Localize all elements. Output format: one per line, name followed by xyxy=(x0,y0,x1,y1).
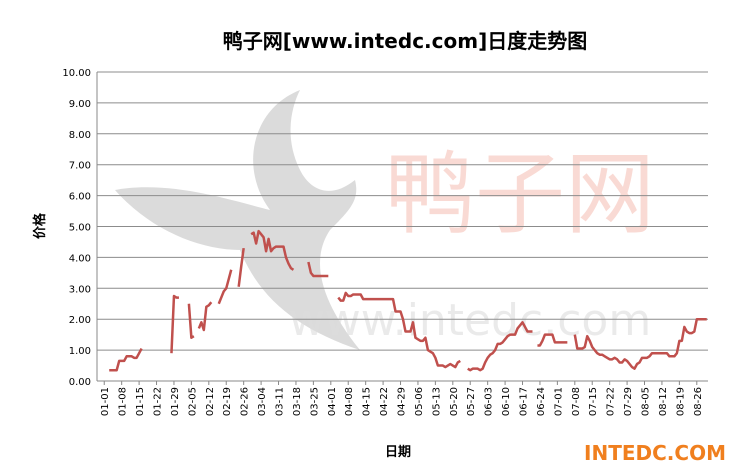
x-tick-label: 01-29 xyxy=(170,387,181,416)
watermark-url: www.intedc.com xyxy=(289,295,651,346)
y-tick-label: 5.00 xyxy=(69,223,91,234)
y-tick-label: 1.00 xyxy=(69,346,91,357)
x-tick-label: 07-01 xyxy=(553,387,564,416)
x-tick-label: 01-08 xyxy=(118,387,129,416)
x-axis-label: 日期 xyxy=(385,445,411,460)
x-tick-label: 02-26 xyxy=(240,387,251,416)
x-tick-label: 02-19 xyxy=(222,387,233,416)
x-tick-label: 08-19 xyxy=(675,387,686,416)
x-tick-label: 03-18 xyxy=(292,387,303,416)
x-tick-label: 05-06 xyxy=(414,387,425,416)
x-tick-label: 04-08 xyxy=(344,387,355,416)
x-tick-label: 07-15 xyxy=(588,387,599,416)
x-tick-label: 07-22 xyxy=(606,387,617,416)
x-tick-label: 08-26 xyxy=(693,387,704,416)
x-tick-label: 05-27 xyxy=(466,387,477,416)
x-tick-label: 03-11 xyxy=(275,387,286,416)
x-tick-label: 04-22 xyxy=(379,387,390,416)
y-tick-label: 6.00 xyxy=(69,192,91,203)
x-tick-label: 02-12 xyxy=(205,387,216,416)
x-tick-label: 05-20 xyxy=(449,387,460,416)
y-tick-label: 0.00 xyxy=(69,377,91,388)
x-tick-label: 08-12 xyxy=(658,387,669,416)
x-tick-label: 04-01 xyxy=(327,387,338,416)
x-tick-label: 06-24 xyxy=(536,387,547,416)
x-tick-label: 01-01 xyxy=(100,387,111,416)
x-tick-label: 01-15 xyxy=(135,387,146,416)
logo xyxy=(115,90,360,350)
x-tick-label: 04-29 xyxy=(397,387,408,416)
y-tick-label: 3.00 xyxy=(69,284,91,295)
x-tick-label: 05-13 xyxy=(431,387,442,416)
x-tick-label: 06-10 xyxy=(501,387,512,416)
y-tick-label: 9.00 xyxy=(69,99,91,110)
watermark: 鸭子网 xyxy=(385,142,655,247)
brand: INTEDC.COM xyxy=(584,441,726,465)
x-tick-label: 02-05 xyxy=(187,387,198,416)
x-tick-label: 01-22 xyxy=(153,387,164,416)
x-tick-label: 03-25 xyxy=(309,387,320,416)
chart-title: 鸭子网[www.intedc.com]日度走势图 xyxy=(223,29,587,53)
x-tick-label: 08-05 xyxy=(641,387,652,416)
logo-shape xyxy=(115,90,360,350)
line-series xyxy=(109,229,707,372)
y-axis-label: 价格 xyxy=(32,212,48,239)
x-tick-label: 07-08 xyxy=(571,387,582,416)
y-tick-label: 7.00 xyxy=(69,161,91,172)
y-tick-label: 4.00 xyxy=(69,253,91,264)
y-tick-label: 8.00 xyxy=(69,130,91,141)
x-tick-label: 06-17 xyxy=(519,387,530,416)
x-tick-label: 03-04 xyxy=(257,387,268,416)
y-tick-label: 10.00 xyxy=(62,68,91,79)
x-tick-label: 07-29 xyxy=(623,387,634,416)
x-tick-label: 04-15 xyxy=(362,387,373,416)
x-tick-label: 06-03 xyxy=(484,387,495,416)
y-tick-label: 2.00 xyxy=(69,315,91,326)
